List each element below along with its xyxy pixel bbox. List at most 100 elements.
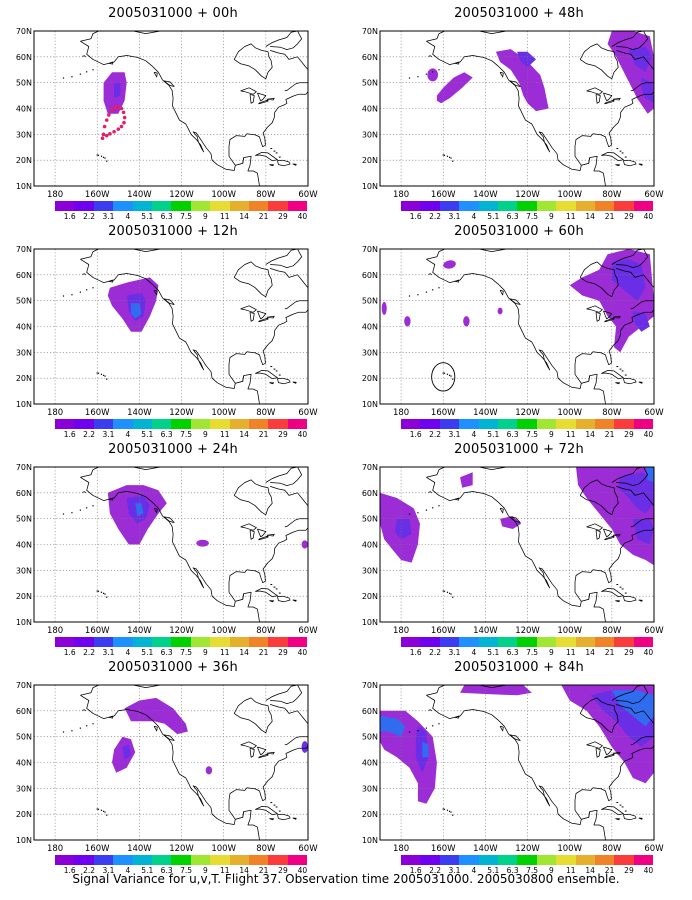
colorbar-swatch xyxy=(268,201,288,211)
longitude-tick-label: 60W xyxy=(644,408,664,418)
signal-variance-blob xyxy=(497,307,503,315)
signal-variance-blob xyxy=(463,316,470,327)
signal-variance-region xyxy=(114,82,121,99)
flight-track-point xyxy=(107,113,111,117)
colorbar-swatch xyxy=(151,637,172,647)
colorbar-swatch xyxy=(575,419,595,429)
colorbar-swatch xyxy=(229,419,249,429)
colorbar-label: 14 xyxy=(585,212,595,221)
colorbar-swatch xyxy=(497,637,518,647)
colorbar-label: 2.2 xyxy=(83,866,96,875)
colorbar-label: 40 xyxy=(297,212,308,221)
colorbar-swatch xyxy=(439,201,460,211)
map-frame xyxy=(379,248,655,405)
longitude-tick-label: 160W xyxy=(85,626,110,636)
colorbar-label: 2.2 xyxy=(429,866,442,875)
colorbar-swatch xyxy=(190,419,211,429)
latitude-tick-label: 50N xyxy=(16,515,32,524)
longitude-tick-label: 80W xyxy=(602,190,622,200)
colorbar xyxy=(55,419,308,429)
colorbar-label: 7.5 xyxy=(526,648,538,657)
longitude-tick-label: 120W xyxy=(169,844,194,854)
longitude-tick-label: 100W xyxy=(557,408,582,418)
longitude-tick-label: 120W xyxy=(515,408,540,418)
colorbar-label: 5.1 xyxy=(141,866,154,875)
colorbar-label: 9 xyxy=(549,212,554,221)
colorbar-label: 21 xyxy=(604,866,615,875)
latitude-tick-label: 40N xyxy=(362,323,378,332)
colorbar-swatch xyxy=(614,637,634,647)
colorbar-label: 3.1 xyxy=(448,430,461,439)
map-panel-72h: 10N 20N 30N 40N 50N 60N 70N 180 160W 140W 120W 100W… xyxy=(346,436,692,657)
contour-circle xyxy=(431,362,456,392)
signal-variance-region xyxy=(495,49,549,112)
gridlines xyxy=(34,249,308,404)
map-frame xyxy=(33,248,309,405)
colorbar-label: 4 xyxy=(471,866,477,875)
colorbar-label: 6.3 xyxy=(506,430,519,439)
colorbar-label: 14 xyxy=(239,866,249,875)
colorbar-label: 40 xyxy=(643,430,654,439)
longitude-tick-label: 80W xyxy=(256,190,276,200)
colorbar xyxy=(401,637,654,647)
coastlines xyxy=(62,467,308,622)
latitude-tick-label: 10N xyxy=(362,182,378,191)
latitude-tick-label: 60N xyxy=(362,53,378,62)
latitude-tick-label: 40N xyxy=(362,541,378,550)
longitude-tick-label: 160W xyxy=(85,408,110,418)
colorbar-labels: 1.6 2.2 3.1 4 5.1 6.3 7.5 9 11 14 21 29 40 xyxy=(401,866,653,876)
colorbar-label: 1.6 xyxy=(409,430,422,439)
signal-variance-blob xyxy=(443,260,456,269)
colorbar-swatch xyxy=(287,637,308,647)
signal-variance-region xyxy=(436,72,473,104)
latitude-tick-label: 40N xyxy=(362,759,378,768)
signal-variance-region xyxy=(641,77,654,104)
colorbar-label: 11 xyxy=(220,212,230,221)
map-frame xyxy=(33,30,309,187)
map-frame xyxy=(33,466,309,623)
colorbar-swatch xyxy=(132,855,152,865)
colorbar-label: 21 xyxy=(604,430,615,439)
latitude-tick-label: 60N xyxy=(16,489,32,498)
flight-track-point xyxy=(122,120,126,125)
signal-variance-blob xyxy=(205,766,213,775)
longitude-tick-label: 180 xyxy=(47,626,63,636)
colorbar-label: 21 xyxy=(604,212,615,221)
colorbar-swatch xyxy=(113,855,133,865)
colorbar-swatch xyxy=(151,201,172,211)
colorbar-swatch xyxy=(190,855,211,865)
latitude-tick-label: 30N xyxy=(362,130,378,139)
colorbar-label: 7.5 xyxy=(180,866,192,875)
longitude-tick-label: 140W xyxy=(473,190,498,200)
signal-variance-region xyxy=(415,726,429,773)
colorbar-swatch xyxy=(93,855,114,865)
colorbar-swatch xyxy=(439,419,460,429)
colorbar-swatch xyxy=(93,201,114,211)
longitude-tick-label: 100W xyxy=(211,844,236,854)
longitude-tick-label: 160W xyxy=(431,408,456,418)
panel-title: 2005031000 + 36h xyxy=(108,660,238,675)
signal-variance-blob xyxy=(404,316,411,327)
colorbar-labels: 1.6 2.2 3.1 4 5.1 6.3 7.5 9 11 14 21 29 40 xyxy=(55,212,307,222)
flight-track-point xyxy=(113,106,117,110)
colorbar xyxy=(55,855,308,865)
flight-track-point xyxy=(102,124,107,129)
colorbar-swatch xyxy=(633,419,654,429)
colorbar xyxy=(401,855,654,865)
map-panel-60h: 10N 20N 30N 40N 50N 60N 70N 180 160W 140W 120W 100W… xyxy=(346,218,692,439)
colorbar-label: 9 xyxy=(203,648,208,657)
colorbar-swatch xyxy=(248,419,269,429)
colorbar-swatch xyxy=(594,201,615,211)
colorbar-label: 9 xyxy=(549,866,554,875)
colorbar-label: 3.1 xyxy=(102,866,115,875)
longitude-tick-label: 60W xyxy=(298,408,318,418)
colorbar-label: 29 xyxy=(278,866,288,875)
flight-track-point xyxy=(108,132,112,136)
colorbar-swatch xyxy=(401,855,421,865)
coastlines xyxy=(408,467,654,622)
longitude-tick-label: 120W xyxy=(515,190,540,200)
colorbar-swatch xyxy=(614,855,634,865)
longitude-tick-label: 80W xyxy=(256,626,276,636)
signal-variance-blob xyxy=(301,741,308,753)
latitude-tick-label: 60N xyxy=(362,489,378,498)
